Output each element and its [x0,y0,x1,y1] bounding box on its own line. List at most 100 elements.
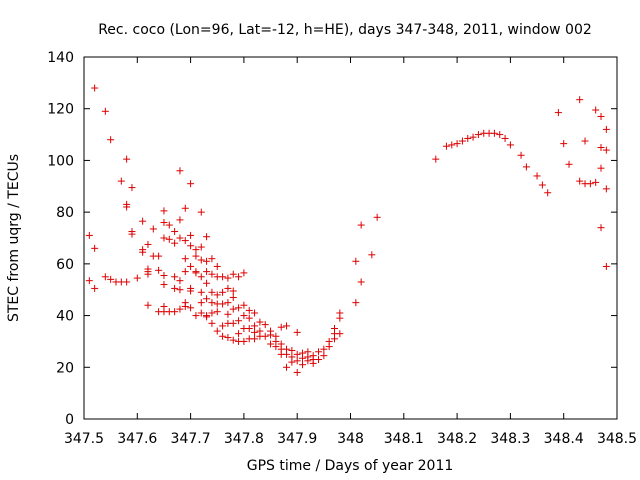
data-point-plus-marker [544,189,552,197]
data-point-plus-marker [597,112,605,120]
data-point-plus-marker [101,107,109,115]
data-point-plus-marker [187,231,195,239]
data-point-plus-marker [336,330,344,338]
data-point-plus-marker [240,337,248,345]
data-point-plus-marker [101,273,109,281]
data-point-plus-marker [320,345,328,353]
data-point-plus-marker [533,172,541,180]
data-point-plus-marker [155,252,163,260]
data-point-plus-marker [192,312,200,320]
data-point-plus-marker [123,155,131,163]
data-point-plus-marker [442,142,450,150]
data-point-plus-marker [267,331,275,339]
data-point-plus-marker [240,312,248,320]
data-point-plus-marker [144,301,152,309]
data-point-plus-marker [203,257,211,265]
data-point-plus-marker [203,295,211,303]
x-tick-label: 348 [337,431,364,447]
data-point-plus-marker [219,332,227,340]
data-point-plus-marker [288,346,296,354]
data-point-plus-marker [602,262,610,270]
data-point-plus-marker [597,164,605,172]
data-point-plus-marker [602,185,610,193]
data-point-plus-marker [331,335,339,343]
x-tick-label: 348.4 [544,431,584,447]
data-point-plus-marker [203,233,211,241]
data-point-plus-marker [325,343,333,351]
data-point-plus-marker [149,225,157,233]
x-tick-label: 347.6 [117,431,157,447]
data-point-plus-marker [432,155,440,163]
data-point-plus-marker [581,137,589,145]
data-point-plus-marker [176,286,184,294]
data-point-plus-marker [181,237,189,245]
data-point-plus-marker [267,340,275,348]
y-tick-label: 20 [56,360,74,376]
data-point-plus-marker [315,348,323,356]
data-point-plus-marker [128,184,136,192]
data-point-plus-marker [448,141,456,149]
data-point-plus-marker [251,335,259,343]
data-point-plus-marker [458,137,466,145]
data-point-plus-marker [229,319,237,327]
data-point-plus-marker [240,301,248,309]
data-point-plus-marker [245,306,253,314]
y-tick-label: 40 [56,309,74,325]
y-axis-ticks: 0 20 40 60 80 100 120 140 [47,50,617,428]
data-point-plus-marker [357,278,365,286]
x-tick-label: 347.5 [64,431,104,447]
data-point-plus-marker [176,167,184,175]
data-point-plus-marker [160,207,168,215]
data-point-plus-marker [171,239,179,247]
data-point-plus-marker [197,299,205,307]
data-point-plus-marker [229,287,237,295]
data-point-plus-marker [288,358,296,366]
data-point-plus-marker [197,208,205,216]
data-point-plus-marker [293,368,301,376]
data-point-plus-marker [213,262,221,270]
data-point-plus-marker [251,309,259,317]
data-point-plus-marker [219,300,227,308]
data-point-plus-marker [283,350,291,358]
data-point-plus-marker [219,273,227,281]
data-point-plus-marker [171,284,179,292]
data-point-plus-marker [256,318,264,326]
data-point-plus-marker [229,270,237,278]
data-point-plus-marker [208,255,216,263]
data-point-plus-marker [469,133,477,141]
data-point-plus-marker [261,332,269,340]
data-point-plus-marker [144,240,152,248]
data-point-plus-marker [107,136,115,144]
data-point-plus-marker [224,274,232,282]
data-point-plus-marker [197,273,205,281]
data-point-plus-marker [506,141,514,149]
data-point-plus-marker [187,180,195,188]
x-tick-label: 347.9 [277,431,317,447]
data-point-plus-marker [299,354,307,362]
data-point-plus-marker [229,336,237,344]
data-point-plus-marker [352,257,360,265]
data-point-plus-marker [538,181,546,189]
data-points [85,84,610,376]
data-point-plus-marker [85,277,93,285]
data-point-plus-marker [352,299,360,307]
data-point-plus-marker [181,268,189,276]
data-point-plus-marker [517,151,525,159]
data-point-plus-marker [368,251,376,259]
x-tick-label: 348.5 [597,431,637,447]
data-point-plus-marker [85,231,93,239]
data-point-plus-marker [160,234,168,242]
y-tick-label: 140 [47,50,74,66]
data-point-plus-marker [293,328,301,336]
data-point-plus-marker [165,221,173,229]
data-point-plus-marker [171,308,179,316]
y-tick-label: 120 [47,102,74,118]
data-point-plus-marker [123,203,131,211]
data-point-plus-marker [123,278,131,286]
data-point-plus-marker [171,273,179,281]
data-point-plus-marker [181,303,189,311]
data-point-plus-marker [117,177,125,185]
data-point-plus-marker [229,293,237,301]
data-point-plus-marker [203,313,211,321]
